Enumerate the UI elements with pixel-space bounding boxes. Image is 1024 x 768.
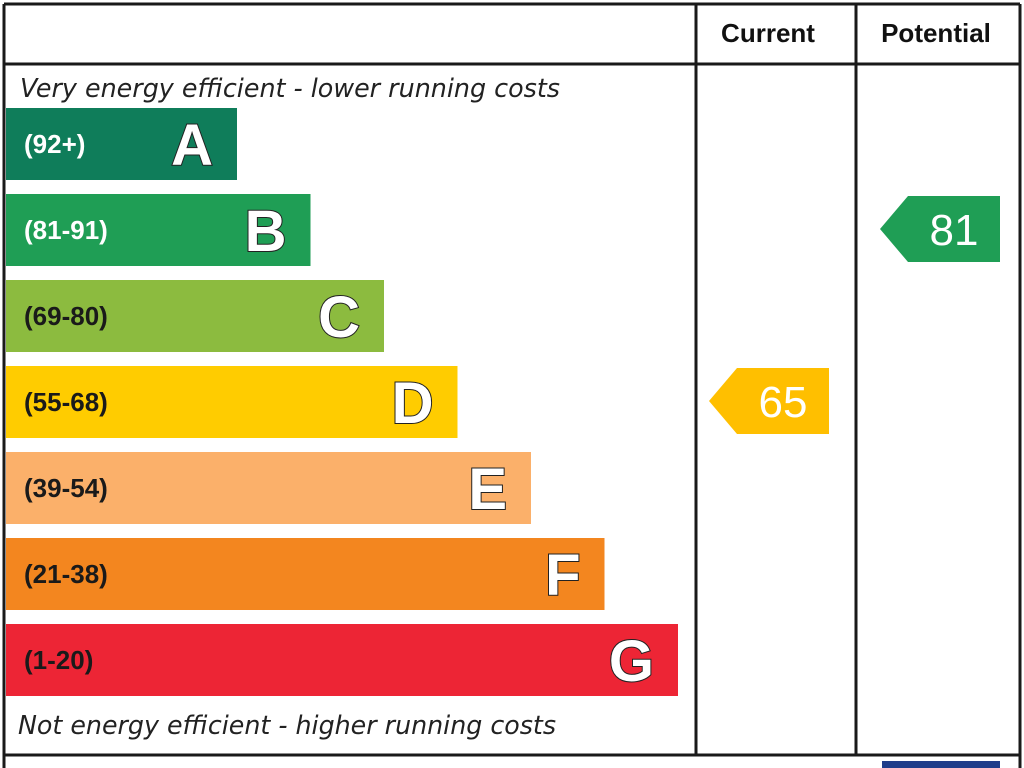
band-letter-e: E	[468, 457, 507, 522]
band-group: (92+) A (81-91) B (69-80) C (55-68) D (39-54) E (2…	[6, 108, 678, 696]
band-range-a: (92+)	[24, 129, 85, 159]
rating-arrow-current	[709, 368, 829, 434]
band-bar-d	[6, 366, 458, 438]
rating-value-potential: 81	[930, 206, 979, 255]
band-bar-f	[6, 538, 605, 610]
rating-arrow-potential	[880, 196, 1000, 262]
rating-value-current: 65	[759, 378, 808, 427]
band-letter-f: F	[545, 543, 580, 608]
band-letter-b: B	[245, 199, 287, 264]
band-bar-g	[6, 624, 678, 696]
band-letter-c: C	[318, 285, 360, 350]
footer-partial	[882, 761, 1000, 768]
band-range-c: (69-80)	[24, 301, 108, 331]
column-header-current: Current	[721, 18, 815, 48]
band-letter-d: D	[392, 371, 434, 436]
band-range-e: (39-54)	[24, 473, 108, 503]
band-bar-e	[6, 452, 531, 524]
rating-group: 65 81	[709, 196, 1000, 434]
band-range-d: (55-68)	[24, 387, 108, 417]
band-bar-c	[6, 280, 384, 352]
band-range-f: (21-38)	[24, 559, 108, 589]
band-letter-a: A	[171, 113, 213, 178]
band-bar-a	[6, 108, 237, 180]
band-letter-g: G	[609, 629, 654, 694]
band-range-b: (81-91)	[24, 215, 108, 245]
bottom-caption: Not energy efficient - higher running co…	[18, 711, 556, 741]
band-range-g: (1-20)	[24, 645, 93, 675]
column-header-potential: Potential	[881, 18, 991, 48]
band-bar-b	[6, 194, 311, 266]
footer-flag-partial	[882, 761, 1000, 768]
top-caption: Very energy efficient - lower running co…	[20, 74, 560, 104]
